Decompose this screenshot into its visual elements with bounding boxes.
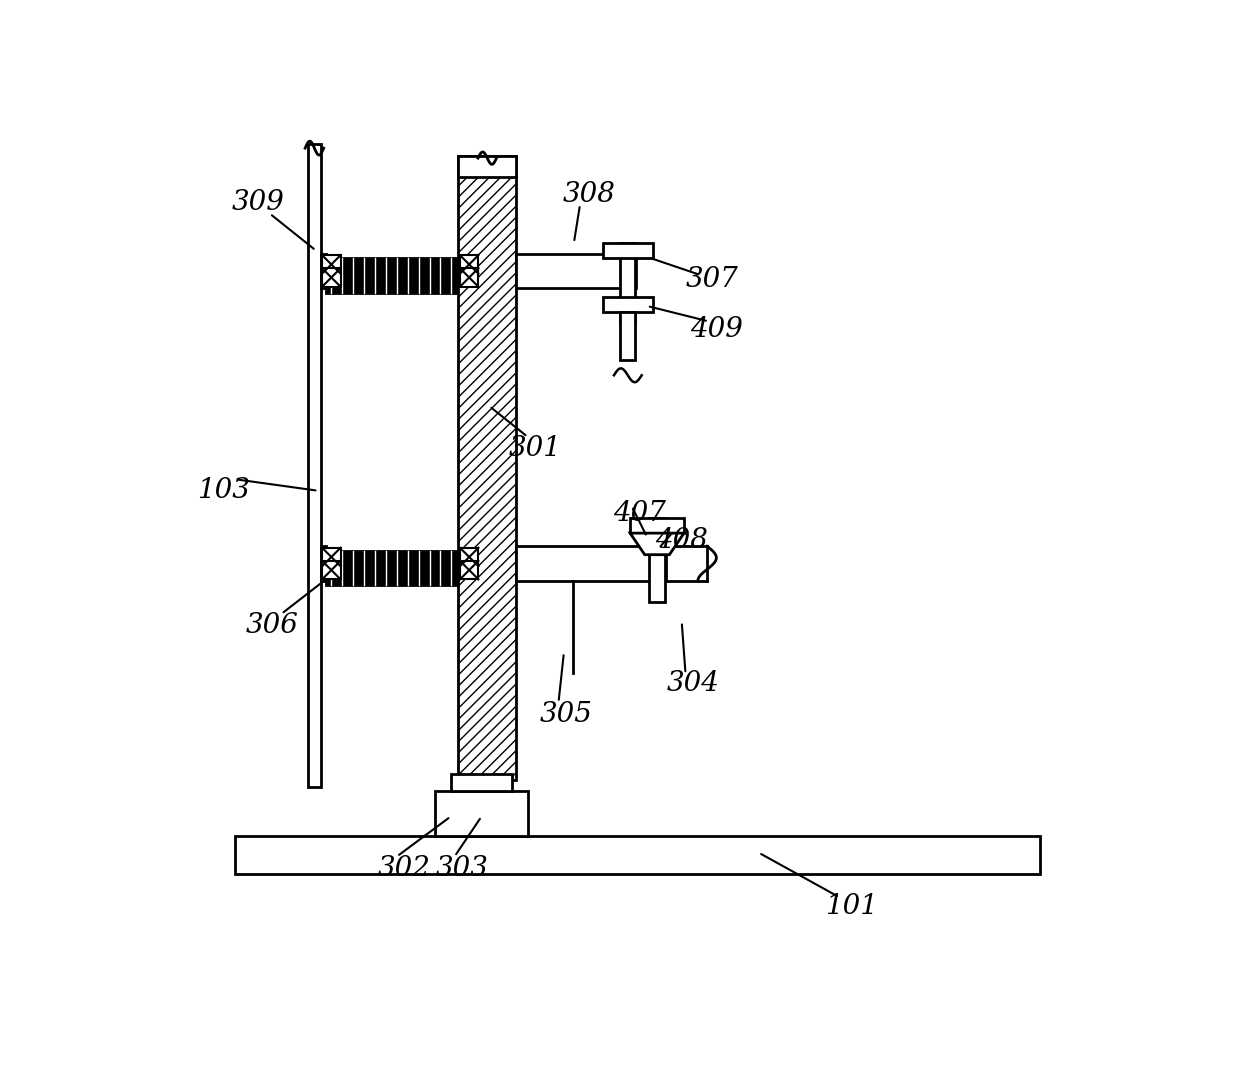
Text: 407: 407 bbox=[613, 500, 666, 527]
Bar bbox=[620, 243, 635, 323]
Bar bbox=[620, 313, 635, 360]
Polygon shape bbox=[630, 533, 684, 554]
Text: 101: 101 bbox=[825, 894, 878, 920]
Bar bbox=[322, 256, 341, 274]
Text: 307: 307 bbox=[686, 265, 739, 292]
Text: 409: 409 bbox=[689, 316, 743, 343]
Bar bbox=[322, 268, 341, 287]
Bar bbox=[459, 156, 516, 780]
Text: 308: 308 bbox=[563, 180, 616, 208]
Bar bbox=[460, 268, 479, 287]
Bar bbox=[450, 774, 512, 792]
Text: 303: 303 bbox=[435, 855, 489, 882]
Bar bbox=[603, 243, 653, 258]
Bar bbox=[326, 258, 456, 293]
Bar bbox=[435, 792, 528, 836]
Bar bbox=[516, 253, 635, 288]
Bar bbox=[603, 296, 653, 313]
Text: 103: 103 bbox=[197, 477, 250, 505]
Bar bbox=[460, 561, 479, 579]
Bar bbox=[326, 551, 456, 585]
Text: 302: 302 bbox=[378, 855, 432, 882]
Bar bbox=[321, 547, 326, 581]
Bar bbox=[322, 548, 341, 566]
Text: 309: 309 bbox=[232, 189, 285, 216]
Text: 306: 306 bbox=[246, 612, 299, 639]
Bar bbox=[460, 548, 479, 566]
Bar bbox=[650, 518, 665, 603]
Text: 301: 301 bbox=[508, 435, 562, 462]
Bar bbox=[630, 518, 684, 533]
Text: 408: 408 bbox=[655, 527, 708, 554]
Bar bbox=[309, 144, 321, 787]
Text: 304: 304 bbox=[667, 670, 719, 697]
Bar bbox=[322, 561, 341, 579]
Bar bbox=[516, 547, 666, 581]
Text: 305: 305 bbox=[539, 700, 593, 727]
Bar bbox=[460, 256, 479, 274]
Bar bbox=[321, 253, 326, 288]
Bar bbox=[459, 156, 516, 177]
Bar bbox=[236, 836, 1040, 874]
